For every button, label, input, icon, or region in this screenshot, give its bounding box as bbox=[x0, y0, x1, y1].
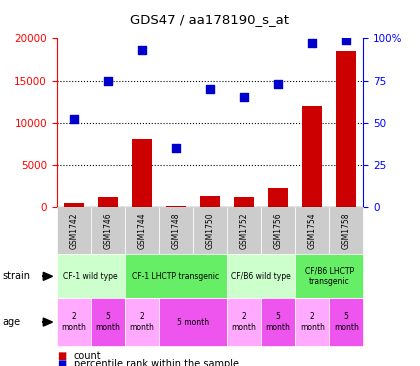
Text: GSM1750: GSM1750 bbox=[205, 212, 215, 249]
Text: CF-1 LHCTP transgenic: CF-1 LHCTP transgenic bbox=[132, 272, 220, 281]
Bar bbox=[268, 188, 289, 207]
Text: GSM1746: GSM1746 bbox=[103, 212, 112, 249]
Point bbox=[71, 116, 77, 122]
Point bbox=[139, 47, 145, 53]
Bar bbox=[336, 51, 357, 207]
Text: CF/B6 wild type: CF/B6 wild type bbox=[231, 272, 291, 281]
Point bbox=[241, 94, 247, 100]
Point bbox=[343, 37, 349, 43]
Point bbox=[173, 145, 179, 151]
Text: ■: ■ bbox=[57, 351, 66, 361]
Text: CF-1 wild type: CF-1 wild type bbox=[63, 272, 118, 281]
Point bbox=[309, 41, 315, 46]
Text: GSM1744: GSM1744 bbox=[137, 212, 146, 249]
Point bbox=[275, 81, 281, 87]
Text: GSM1756: GSM1756 bbox=[274, 212, 283, 249]
Bar bbox=[97, 197, 118, 207]
Point bbox=[207, 86, 213, 92]
Bar bbox=[131, 139, 152, 207]
Text: 2
month: 2 month bbox=[129, 312, 154, 332]
Text: 5 month: 5 month bbox=[177, 318, 209, 326]
Text: count: count bbox=[74, 351, 101, 361]
Text: ■: ■ bbox=[57, 359, 66, 366]
Text: age: age bbox=[2, 317, 20, 327]
Text: 5
month: 5 month bbox=[334, 312, 359, 332]
Bar bbox=[302, 106, 323, 207]
Text: 2
month: 2 month bbox=[231, 312, 257, 332]
Text: CF/B6 LHCTP
transgenic: CF/B6 LHCTP transgenic bbox=[304, 266, 354, 286]
Bar bbox=[63, 203, 84, 207]
Text: percentile rank within the sample: percentile rank within the sample bbox=[74, 359, 239, 366]
Bar bbox=[166, 206, 186, 207]
Bar bbox=[234, 197, 254, 207]
Text: GSM1742: GSM1742 bbox=[69, 212, 78, 249]
Text: strain: strain bbox=[2, 271, 30, 281]
Bar bbox=[200, 196, 220, 207]
Text: GSM1748: GSM1748 bbox=[171, 212, 181, 249]
Text: 2
month: 2 month bbox=[300, 312, 325, 332]
Text: 2
month: 2 month bbox=[61, 312, 86, 332]
Text: GSM1758: GSM1758 bbox=[342, 212, 351, 249]
Text: GSM1752: GSM1752 bbox=[239, 212, 249, 249]
Point bbox=[105, 78, 111, 83]
Text: 5
month: 5 month bbox=[266, 312, 291, 332]
Text: 5
month: 5 month bbox=[95, 312, 120, 332]
Text: GSM1754: GSM1754 bbox=[308, 212, 317, 249]
Text: GDS47 / aa178190_s_at: GDS47 / aa178190_s_at bbox=[131, 13, 289, 26]
